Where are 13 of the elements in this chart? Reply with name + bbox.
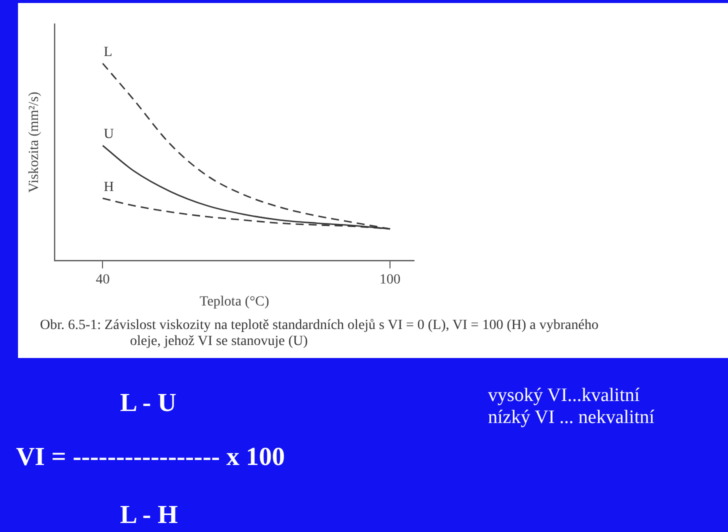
- text: L - U: [120, 388, 176, 418]
- x-tick-label: 100: [380, 272, 401, 288]
- text: nízký VI ... nekvalitní: [488, 407, 654, 429]
- series-label: L: [104, 45, 112, 60]
- y-axis-title: Viskozita (mm²/s): [27, 91, 42, 193]
- series-label: H: [104, 180, 114, 196]
- x-tick-label: 40: [96, 272, 110, 288]
- text: vysoký VI...kvalitní: [488, 385, 640, 407]
- x-axis-title: Teplota (°C): [200, 294, 270, 310]
- series-label: U: [104, 127, 114, 142]
- text: Obr. 6.5-1: Závislost viskozity na teplotě standardních olejů s VI = 0 (L), VI = 100 (H) a vybraného oleje, jehož VI se stanovuje (U): [40, 318, 600, 350]
- text: VI = ----------------- x 100: [16, 442, 285, 472]
- text: L - H: [120, 500, 178, 530]
